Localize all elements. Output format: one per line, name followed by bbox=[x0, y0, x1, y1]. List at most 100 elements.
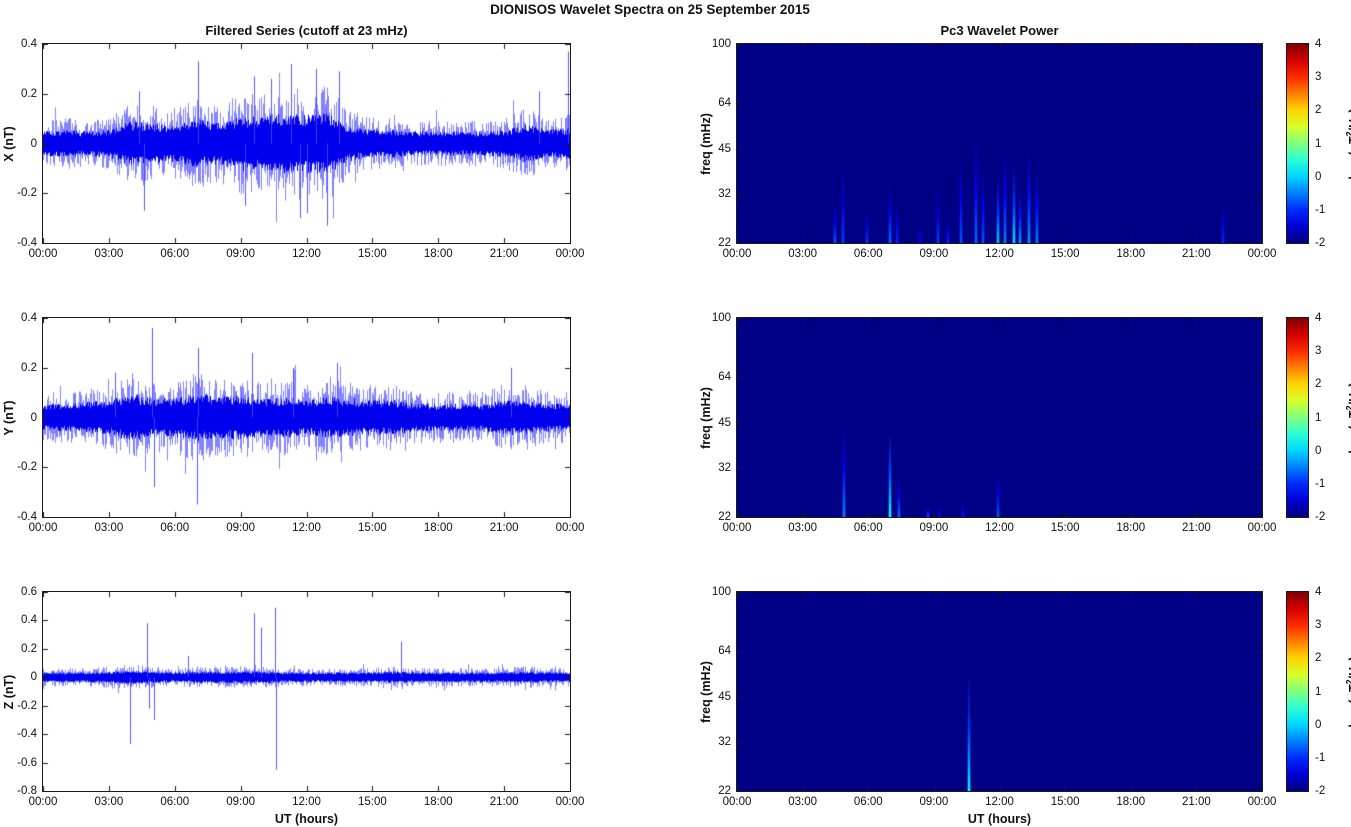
x-tick-label: 09:00 bbox=[226, 248, 256, 260]
x-wavelet-plot bbox=[737, 44, 1262, 243]
z-wavelet-xlabel: UT (hours) bbox=[967, 812, 1032, 826]
x-tick-label: 09:00 bbox=[919, 522, 949, 534]
colorbar-tick-label: -2 bbox=[1315, 511, 1326, 523]
x-tick-label: 06:00 bbox=[160, 796, 190, 808]
x-tick-label: 21:00 bbox=[1181, 522, 1211, 534]
y-tick-label: 0.2 bbox=[21, 642, 37, 655]
x-tick-label: 15:00 bbox=[357, 248, 387, 260]
y-tick-label: 32 bbox=[718, 461, 731, 474]
colorbar-tick-label: -1 bbox=[1315, 751, 1326, 764]
x-tick-label: 15:00 bbox=[1050, 522, 1080, 534]
x-tick-label: 21:00 bbox=[489, 522, 519, 534]
x-tick-label: 03:00 bbox=[788, 796, 818, 808]
y-tick-label: -0.8 bbox=[17, 785, 37, 797]
x-tick-label: 12:00 bbox=[985, 796, 1014, 808]
colorbar-tick-label: 3 bbox=[1315, 619, 1322, 632]
x-tick-label: 09:00 bbox=[919, 796, 949, 808]
y-tick-label: 22 bbox=[718, 785, 731, 797]
panel-y-wavelet: freq (mHz) 100 64 45 32 22 00:00 03:00 06:00 09:0… bbox=[699, 312, 1276, 534]
x-filtered-title: Filtered Series (cutoff at 23 mHz) bbox=[205, 23, 408, 38]
x-tick-label: 21:00 bbox=[1181, 796, 1211, 808]
colorbar-tick-label: 1 bbox=[1315, 685, 1322, 698]
y-tick-label: 22 bbox=[718, 237, 731, 249]
colorbar-tick-label: 4 bbox=[1315, 586, 1322, 598]
y-tick-label: 45 bbox=[718, 690, 731, 703]
x-tick-label: 09:00 bbox=[919, 248, 949, 260]
x-tick-label: 00:00 bbox=[722, 248, 752, 260]
x-tick-label: 06:00 bbox=[160, 248, 190, 260]
y-tick-label: 0.4 bbox=[21, 614, 37, 627]
y-tick-label: 100 bbox=[711, 312, 731, 324]
y-tick-label: 100 bbox=[711, 38, 731, 50]
x-tick-label: 00:00 bbox=[1247, 796, 1277, 808]
x-tick-label: 00:00 bbox=[555, 248, 585, 260]
z-filtered-xlabel: UT (hours) bbox=[274, 812, 339, 826]
colorbar-x-wavelet: 4 3 2 1 0 -1 -2 log2(nT2/Hz) bbox=[1286, 38, 1351, 249]
x-tick-label: 00:00 bbox=[555, 796, 585, 808]
y-tick-label: -0.6 bbox=[17, 756, 37, 769]
colorbar-tick-label: 2 bbox=[1315, 104, 1322, 117]
colorbar-label: log2(nT2/Hz) bbox=[1345, 107, 1351, 180]
y-tick-label: -0.4 bbox=[17, 728, 37, 741]
x-tick-label: 03:00 bbox=[94, 248, 124, 260]
y-tick-label: 0.4 bbox=[21, 312, 37, 324]
x-tick-label: 00:00 bbox=[28, 248, 58, 260]
colorbar-tick-label: 3 bbox=[1315, 345, 1322, 358]
x-tick-label: 00:00 bbox=[555, 522, 585, 534]
y-tick-label: -0.2 bbox=[17, 699, 37, 712]
y-tick-label: -0.2 bbox=[17, 461, 37, 474]
y-tick-label: 0 bbox=[30, 671, 37, 684]
x-tick-label: 00:00 bbox=[28, 522, 58, 534]
x-tick-label: 18:00 bbox=[423, 248, 453, 260]
x-tick-label: 21:00 bbox=[489, 248, 519, 260]
colorbar-tick-label: 3 bbox=[1315, 71, 1322, 84]
x-tick-label: 03:00 bbox=[788, 522, 818, 534]
colorbar-tick-label: -2 bbox=[1315, 785, 1326, 797]
x-tick-label: 18:00 bbox=[1116, 248, 1146, 260]
colorbar-tick-label: 1 bbox=[1315, 411, 1322, 424]
y-tick-label: 45 bbox=[718, 416, 731, 429]
x-tick-label: 12:00 bbox=[292, 796, 321, 808]
z-wavelet-plot bbox=[737, 592, 1262, 791]
x-tick-label: 03:00 bbox=[94, 796, 124, 808]
x-tick-label: 00:00 bbox=[1247, 248, 1277, 260]
y-tick-label: 0.6 bbox=[21, 586, 37, 598]
colorbar-tick-label: 0 bbox=[1315, 170, 1322, 183]
y-tick-label: 64 bbox=[718, 370, 731, 383]
x-tick-label: 12:00 bbox=[292, 522, 321, 534]
y-tick-label: 64 bbox=[718, 96, 731, 109]
x-tick-label: 18:00 bbox=[1116, 796, 1146, 808]
colorbar-z-wavelet: 4 3 2 1 0 -1 -2 log2(nT2/Hz) bbox=[1286, 586, 1351, 797]
x-tick-label: 03:00 bbox=[94, 522, 124, 534]
colorbar-tick-label: 4 bbox=[1315, 38, 1322, 50]
colorbar-tick-label: 0 bbox=[1315, 718, 1322, 731]
x-tick-label: 21:00 bbox=[489, 796, 519, 808]
x-tick-label: 15:00 bbox=[1050, 796, 1080, 808]
colorbar-tick-label: -1 bbox=[1315, 477, 1326, 490]
colorbar-label: log2(nT2/Hz) bbox=[1345, 381, 1351, 454]
y-tick-label: 0.2 bbox=[21, 361, 37, 374]
x-tick-label: 06:00 bbox=[160, 522, 190, 534]
colorbar-label: log2(nT2/Hz) bbox=[1345, 655, 1351, 728]
x-tick-label: 03:00 bbox=[788, 248, 818, 260]
x-tick-label: 00:00 bbox=[722, 522, 752, 534]
x-tick-label: 06:00 bbox=[853, 248, 883, 260]
y-tick-label: 0 bbox=[30, 137, 37, 150]
x-tick-label: 06:00 bbox=[853, 796, 883, 808]
y-tick-label: 100 bbox=[711, 586, 731, 598]
colorbar-tick-label: 2 bbox=[1315, 652, 1322, 665]
colorbar-tick-label: 1 bbox=[1315, 137, 1322, 150]
panel-z-wavelet: freq (mHz) 100 64 45 32 22 00:00 03:00 06:00 09:0… bbox=[699, 586, 1276, 826]
x-tick-label: 09:00 bbox=[226, 796, 256, 808]
panel-x-wavelet: Pc3 Wavelet Power freq (mHz) 100 64 45 32 22 00… bbox=[699, 23, 1276, 260]
x-tick-label: 12:00 bbox=[292, 248, 321, 260]
x-tick-label: 12:00 bbox=[985, 248, 1014, 260]
panel-y-filtered: Y (nT) 0.4 0.2 0 -0.2 -0.4 00:00 03:00 06:00 09:0… bbox=[2, 312, 584, 534]
x-tick-label: 00:00 bbox=[722, 796, 752, 808]
y-tick-label: 45 bbox=[718, 142, 731, 155]
panel-z-filtered: Z (nT) 0.6 0.4 0.2 0 -0.2 -0.4 -0.6 -0.8 00:00 03:… bbox=[2, 586, 584, 826]
x-tick-label: 18:00 bbox=[1116, 522, 1146, 534]
x-tick-label: 21:00 bbox=[1181, 248, 1211, 260]
x-tick-label: 15:00 bbox=[357, 522, 387, 534]
